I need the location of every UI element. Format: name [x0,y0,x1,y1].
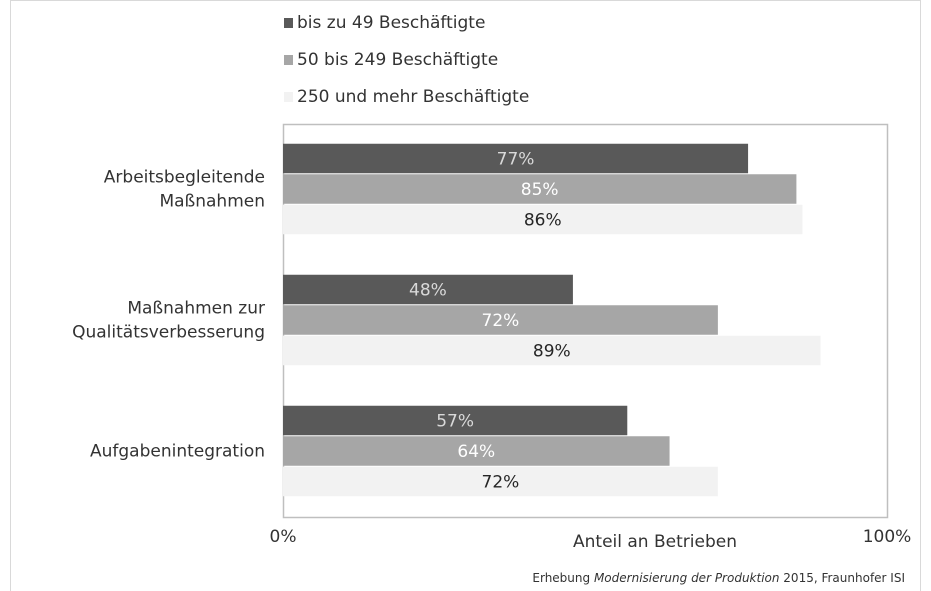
bar [283,405,628,436]
legend-label: 50 bis 249 Beschäftigte [297,50,498,70]
bar [283,274,573,305]
category-label: Aufgabenintegration [90,442,265,462]
category-label: Qualitätsverbesserung [72,323,265,343]
source-note: Erhebung Modernisierung der Produktion 2… [532,571,905,585]
source-text: Erhebung [532,571,594,585]
frame [10,0,921,591]
source-text: Modernisierung der Produktion [594,571,780,585]
bar [283,466,718,497]
legend-swatch [284,55,293,65]
bar [283,204,803,235]
legend-swatch [284,18,293,28]
category-label: Maßnahmen [159,192,265,212]
value-label: 57% [436,412,474,432]
value-label: 64% [457,442,495,462]
value-label: 85% [521,180,559,200]
value-label: 86% [524,211,562,231]
value-label: 48% [409,281,447,301]
legend-label: bis zu 49 Beschäftigte [297,13,485,33]
value-label: 72% [482,473,520,493]
x-axis-label: Anteil an Betrieben [573,532,737,552]
bar [283,143,749,174]
category-label: Arbeitsbegleitende [104,168,265,188]
value-label: 89% [533,342,571,362]
value-label: 77% [497,150,535,170]
legend-swatch [284,92,293,102]
bar [283,335,821,366]
value-label: 72% [482,311,520,331]
x-tick-label: 0% [270,527,297,547]
bar [283,305,718,335]
category-label: Maßnahmen zur [127,299,265,319]
legend-label: 250 und mehr Beschäftigte [297,87,529,107]
bar [283,436,670,466]
source-text: 2015, Fraunhofer ISI [779,571,905,585]
x-tick-label: 100% [863,527,912,547]
bar [283,174,797,204]
